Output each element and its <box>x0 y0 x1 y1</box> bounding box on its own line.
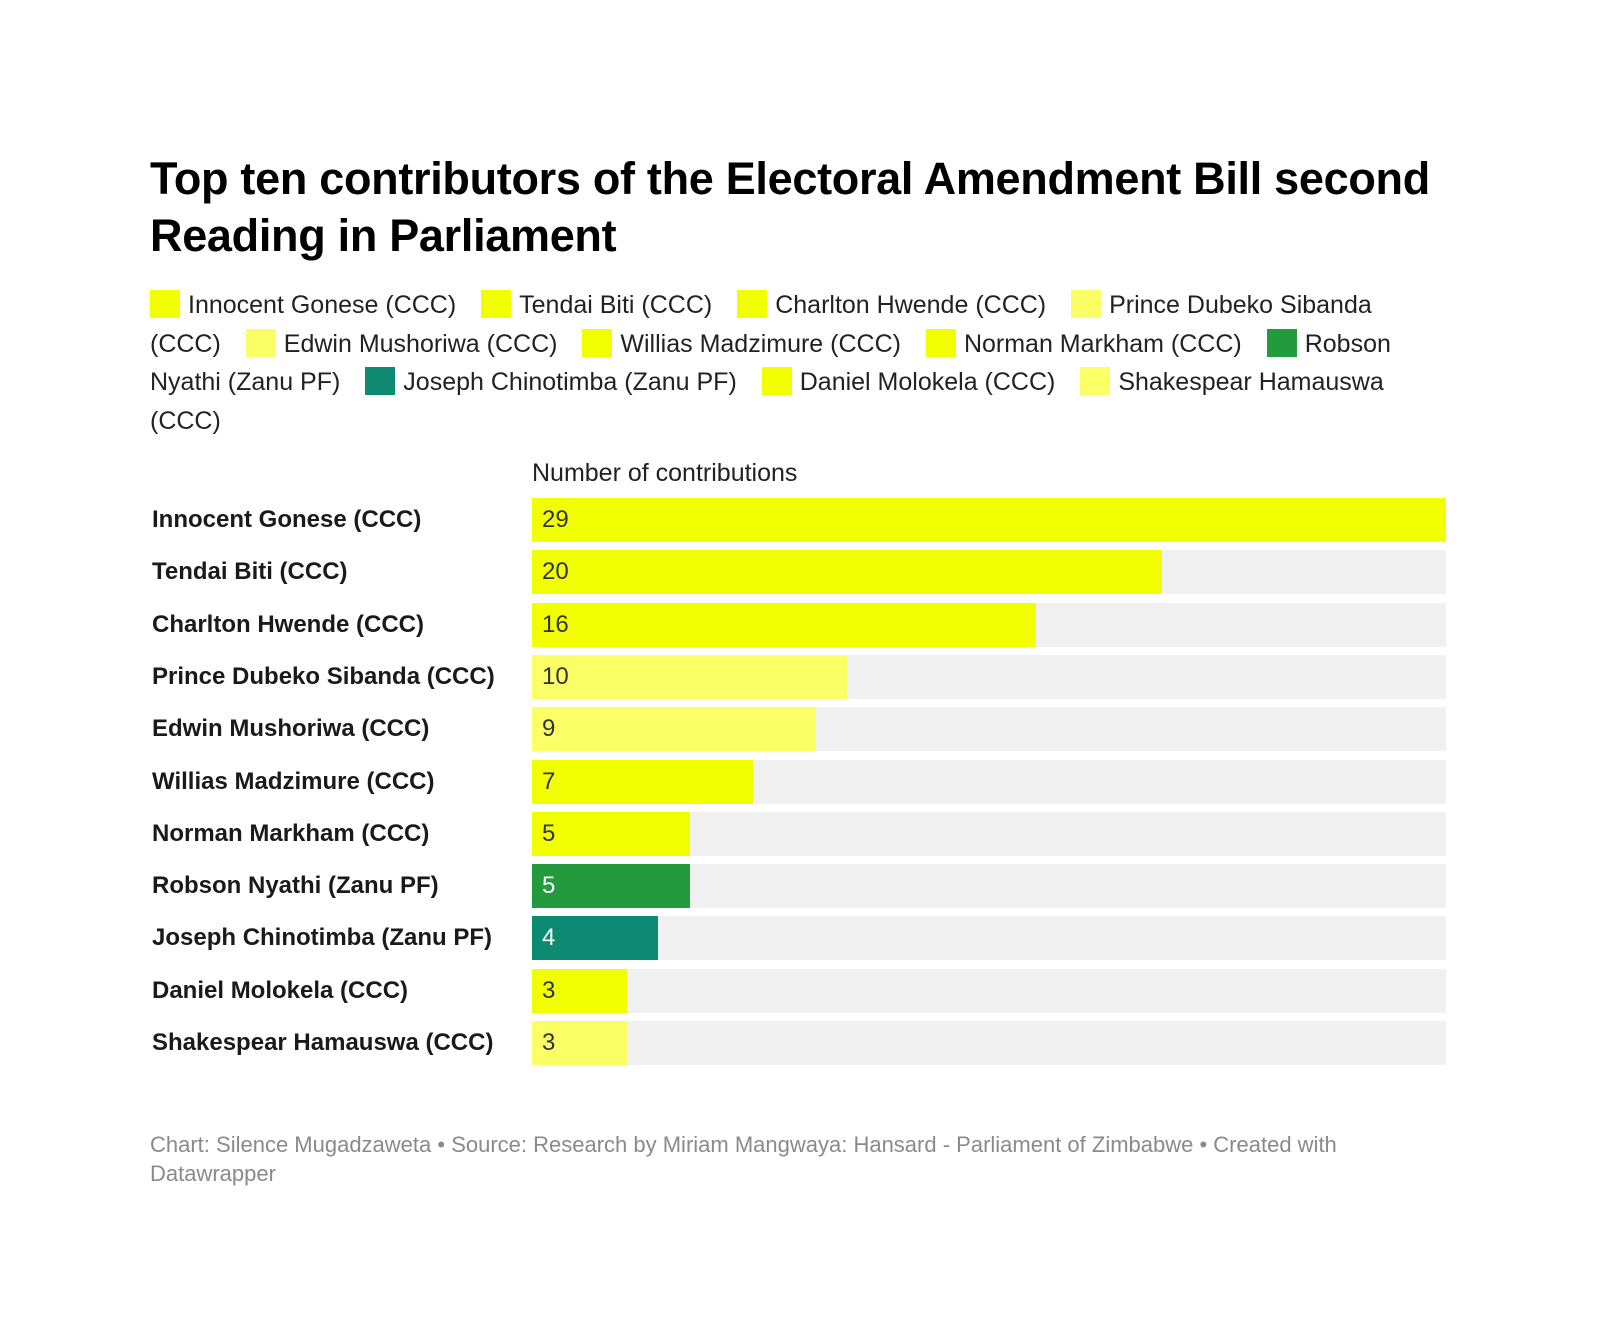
bar-row: Shakespear Hamauswa (CCC) 3 <box>150 1021 1450 1065</box>
bar-track: 3 <box>532 1021 1446 1065</box>
legend-label: Joseph Chinotimba (Zanu PF) <box>403 368 737 396</box>
bar <box>532 864 690 909</box>
bar <box>532 968 627 1013</box>
bar-value-label: 4 <box>542 924 556 952</box>
bar-row: Willias Madzimure (CCC) 7 <box>150 759 1450 804</box>
legend-swatch <box>150 290 180 318</box>
bar-track: 3 <box>532 968 1446 1013</box>
bar-value-label: 20 <box>542 558 569 586</box>
bar-value-label: 3 <box>542 1029 556 1056</box>
bar <box>532 1021 627 1065</box>
legend-label: Edwin Mushoriwa (CCC) <box>283 329 558 358</box>
bar-value-label: 10 <box>542 662 569 690</box>
legend-swatch <box>365 367 396 395</box>
legend-item: Tendai Biti (CCC) <box>481 290 713 319</box>
category-label: Charlton Hwende (CCC) <box>152 610 424 638</box>
category-label: Shakespear Hamauswa (CCC) <box>152 1029 494 1056</box>
bar-row: Daniel Molokela (CCC) 3 <box>150 968 1450 1013</box>
category-label: Tendai Biti (CCC) <box>152 558 348 586</box>
legend-swatch <box>1071 290 1102 318</box>
category-label: Willias Madzimure (CCC) <box>152 767 435 795</box>
category-label: Prince Dubeko Sibanda (CCC) <box>152 662 495 690</box>
category-label: Innocent Gonese (CCC) <box>152 506 422 533</box>
legend-swatch <box>761 367 792 395</box>
bar <box>532 811 690 856</box>
bar-row: Robson Nyathi (Zanu PF) 5 <box>150 864 1450 909</box>
bar <box>532 916 659 961</box>
bar-track: 9 <box>532 707 1446 752</box>
bar-row: Innocent Gonese (CCC) 29 <box>150 498 1450 542</box>
legend-label: Innocent Gonese (CCC) <box>188 291 457 319</box>
bar <box>532 550 1163 595</box>
bar <box>532 498 1446 542</box>
legend-item: Joseph Chinotimba (Zanu PF) <box>365 367 737 396</box>
bar-value-label: 7 <box>542 767 556 795</box>
bar-value-label: 29 <box>542 506 569 533</box>
legend-item: Robson Nyathi (Zanu PF) <box>150 328 1391 397</box>
legend-label: Norman Markham (CCC) <box>963 329 1242 358</box>
bar-chart-area: Number of contributions Innocent Gonese … <box>150 458 1450 1078</box>
chart-footer: Chart: Silence Mugadzaweta • Source: Res… <box>150 1132 1337 1186</box>
bar <box>532 654 848 699</box>
bar-track: 5 <box>532 811 1446 856</box>
bar-value-label: 3 <box>542 976 556 1004</box>
x-axis-title: Number of contributions <box>532 459 798 487</box>
legend-item: Norman Markham (CCC) <box>925 328 1242 358</box>
chart-title: Top ten contributors of the Electoral Am… <box>150 153 1430 261</box>
bar-track: 7 <box>532 759 1446 804</box>
legend-item: Shakespear Hamauswa (CCC) <box>150 367 1384 435</box>
chart-container: Top ten contributors of the Electoral Am… <box>150 150 1450 1065</box>
category-label: Edwin Mushoriwa (CCC) <box>152 715 430 743</box>
chart-legend: Innocent Gonese (CCC) Tendai Biti (CCC) … <box>150 286 1450 440</box>
bar-row: Edwin Mushoriwa (CCC) 9 <box>150 707 1450 752</box>
legend-label: Shakespear Hamauswa (CCC) <box>150 368 1384 435</box>
bar-track: 4 <box>532 916 1446 961</box>
bar-value-label: 16 <box>542 610 569 638</box>
legend-item: Prince Dubeko Sibanda (CCC) <box>150 290 1372 358</box>
bar-track: 29 <box>532 498 1446 542</box>
bar-track: 10 <box>532 654 1446 699</box>
legend-swatch <box>1266 328 1297 357</box>
legend-swatch <box>481 290 512 318</box>
bar-value-label: 9 <box>542 715 556 743</box>
legend-item: Daniel Molokela (CCC) <box>761 367 1056 396</box>
legend-item: Willias Madzimure (CCC) <box>582 328 901 358</box>
bar <box>532 759 753 804</box>
legend-swatch <box>925 328 956 357</box>
bar-track: 20 <box>532 550 1446 595</box>
legend-label: Willias Madzimure (CCC) <box>620 329 901 358</box>
category-label: Daniel Molokela (CCC) <box>152 976 409 1004</box>
legend-swatch <box>582 328 613 357</box>
bar-track: 5 <box>532 864 1446 909</box>
legend-label: Prince Dubeko Sibanda (CCC) <box>150 291 1372 358</box>
bar-value-label: 5 <box>542 819 556 847</box>
legend-swatch <box>1080 367 1111 395</box>
legend-label: Tendai Biti (CCC) <box>519 291 713 319</box>
bar-row: Joseph Chinotimba (Zanu PF) 4 <box>150 916 1450 961</box>
legend-item: Charlton Hwende (CCC) <box>737 290 1047 319</box>
legend-item: Innocent Gonese (CCC) <box>150 290 457 319</box>
category-label: Joseph Chinotimba (Zanu PF) <box>152 924 492 952</box>
legend-label: Robson Nyathi (Zanu PF) <box>150 329 1391 397</box>
bar-row: Prince Dubeko Sibanda (CCC) 10 <box>150 654 1450 699</box>
bar <box>532 602 1037 647</box>
legend-label: Daniel Molokela (CCC) <box>799 368 1056 396</box>
bar-row: Norman Markham (CCC) 5 <box>150 811 1450 856</box>
legend-swatch <box>245 328 276 357</box>
legend-item: Edwin Mushoriwa (CCC) <box>245 328 558 358</box>
legend-swatch <box>737 290 768 318</box>
legend-label: Charlton Hwende (CCC) <box>775 291 1047 319</box>
bar <box>532 707 816 752</box>
bar-row: Charlton Hwende (CCC) 16 <box>150 602 1450 647</box>
bar-track: 16 <box>532 602 1446 647</box>
bar-row: Tendai Biti (CCC) 20 <box>150 550 1450 595</box>
category-label: Norman Markham (CCC) <box>152 819 430 847</box>
category-label: Robson Nyathi (Zanu PF) <box>152 872 439 900</box>
bar-value-label: 5 <box>542 872 556 900</box>
